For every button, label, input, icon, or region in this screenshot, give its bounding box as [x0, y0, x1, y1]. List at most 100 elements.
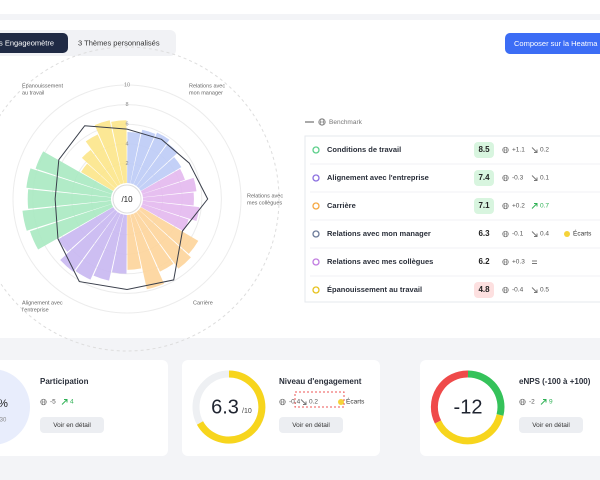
row-change: 0.2	[540, 147, 549, 154]
petal	[60, 209, 118, 272]
petal	[26, 168, 112, 198]
petal	[142, 177, 197, 198]
score-box	[474, 198, 494, 214]
badge: Écarts	[573, 229, 592, 238]
detail-button[interactable]	[279, 417, 343, 433]
card-title: Niveau d'engagement	[279, 377, 362, 386]
card-change: 4	[70, 399, 74, 406]
petal	[75, 212, 121, 280]
trend-icon	[540, 399, 547, 405]
tab-label[interactable]: 3 Thèmes personnalisés	[78, 38, 160, 47]
petal	[130, 129, 156, 185]
detail-label[interactable]: Voir en détail	[53, 422, 91, 429]
axis-label: au travail	[22, 90, 44, 96]
card-value: -12	[454, 396, 483, 418]
center-label: /10	[121, 195, 133, 204]
detail-button[interactable]	[519, 417, 583, 433]
card-title: Participation	[40, 377, 89, 386]
row-score: 6.2	[478, 257, 490, 266]
petal	[81, 163, 116, 191]
row-score: 6.3	[478, 229, 490, 238]
petal	[140, 204, 189, 232]
row-delta: -0.1	[512, 231, 524, 238]
detail-label[interactable]: Voir en détail	[532, 422, 570, 429]
row-delta: -0.3	[512, 175, 524, 182]
row-icon	[312, 174, 320, 182]
petal	[133, 212, 174, 272]
petal	[136, 209, 191, 269]
trend-icon	[534, 203, 538, 207]
trend-icon	[534, 177, 538, 181]
petal	[140, 168, 185, 194]
card-value: %	[0, 398, 8, 410]
r-tick-label: 8	[125, 102, 128, 108]
petal	[127, 214, 142, 270]
trend-icon	[303, 401, 307, 405]
axis-label: l'entreprise	[22, 307, 49, 313]
petal	[133, 132, 170, 186]
petal	[85, 134, 121, 186]
tab-label[interactable]: s Engageomètre	[0, 38, 54, 47]
trend-icon	[534, 289, 538, 293]
trend-icon	[531, 175, 538, 181]
r-tick-label: 6	[125, 122, 128, 128]
row-delta: +0.2	[512, 203, 525, 210]
axis-label: mon manager	[189, 90, 223, 96]
row-delta: -0.4	[512, 287, 524, 294]
badge-icon	[564, 231, 570, 237]
trend-icon	[531, 203, 538, 209]
card-change: 0.2	[309, 399, 318, 406]
card-title: eNPS (-100 à +100)	[519, 377, 591, 386]
highlight-box	[294, 391, 345, 408]
petal	[27, 189, 112, 209]
petal	[127, 132, 141, 184]
score-box	[474, 170, 494, 186]
outer-ring	[0, 46, 280, 352]
trend-icon	[531, 147, 538, 153]
axis-label: Carrière	[193, 300, 213, 306]
row-name: Épanouissement au travail	[327, 285, 422, 294]
petal	[142, 192, 194, 206]
row-name: Alignement avec l'entreprise	[327, 173, 429, 182]
row-delta: +0.3	[512, 259, 525, 266]
row-score: 7.4	[478, 173, 490, 182]
petal	[138, 157, 182, 191]
petal	[111, 120, 127, 184]
row-icon	[312, 258, 320, 266]
score-box	[474, 142, 494, 158]
compose-button[interactable]	[505, 33, 600, 54]
row-name: Carrière	[327, 201, 356, 210]
axis-label: Épanouissement	[22, 82, 63, 89]
detail-label[interactable]: Voir en détail	[292, 422, 330, 429]
card-delta: -2	[529, 399, 535, 406]
trend-icon	[300, 399, 307, 405]
petal	[58, 207, 116, 252]
petal	[142, 200, 200, 222]
r-tick-label: 4	[125, 141, 128, 147]
table-box	[304, 135, 600, 303]
r-tick-label: 10	[124, 82, 130, 88]
center-disc	[112, 184, 142, 214]
top-bar	[0, 0, 600, 14]
tab-active[interactable]	[0, 33, 68, 53]
petal	[29, 204, 114, 250]
petal	[81, 149, 118, 189]
trend-icon	[543, 399, 547, 403]
button-label[interactable]: Composer sur la Heatma	[514, 39, 598, 48]
detail-button[interactable]	[40, 417, 104, 433]
card-value: 6.3	[211, 396, 239, 418]
axis-label: mes collègues	[247, 200, 282, 206]
row-icon	[312, 286, 320, 294]
trend-icon	[534, 149, 538, 153]
row-score: 8.5	[478, 145, 490, 154]
r-tick-label: 2	[125, 161, 128, 167]
trend-icon	[61, 399, 68, 405]
axis-label: Alignement avec	[22, 300, 63, 306]
grid-circle	[12, 84, 242, 314]
card-sub: /10	[242, 408, 252, 415]
participation-gauge	[0, 369, 30, 445]
badge: Écarts	[346, 397, 365, 406]
petal	[93, 213, 124, 281]
trend-icon	[534, 233, 538, 237]
